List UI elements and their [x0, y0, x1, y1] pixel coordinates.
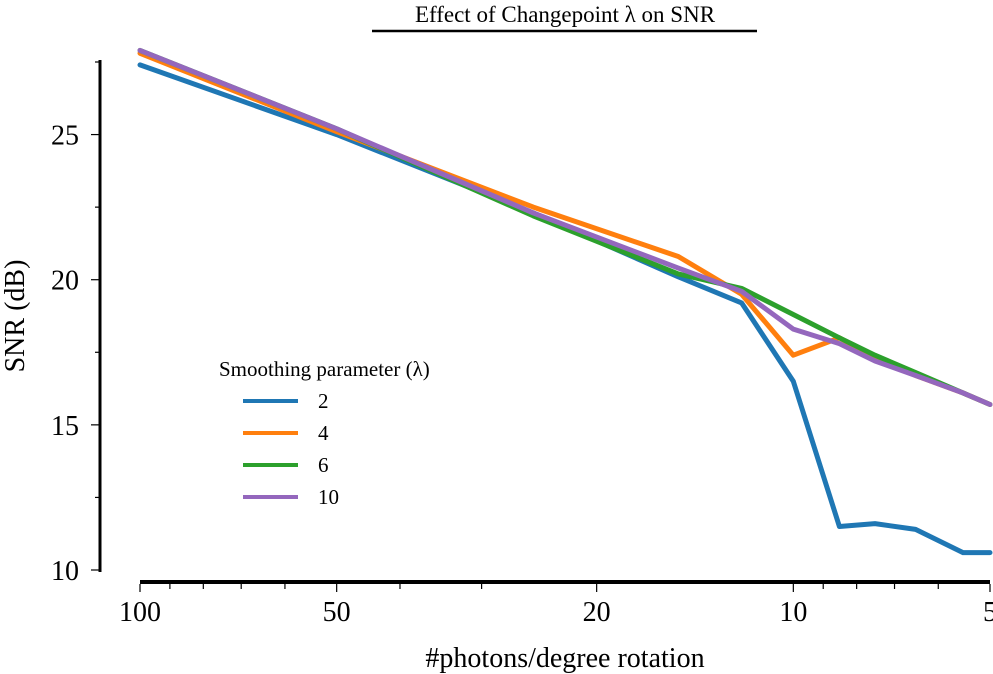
- x-tick-label: 5: [983, 597, 993, 628]
- y-ticks: 10 15 20 25: [51, 61, 100, 587]
- x-tick-label: 10: [779, 597, 807, 628]
- x-axis-label: #photons/degree rotation: [425, 643, 704, 674]
- series-lines: [137, 47, 993, 556]
- y-axis-label: SNR (dB): [0, 260, 31, 373]
- legend-label-lambda-4: 4: [318, 421, 329, 445]
- chart-title-group: Effect of Changepoint λ on SNR: [372, 2, 757, 33]
- legend-items: 2 4 6 10: [243, 389, 339, 509]
- legend: Smoothing parameter (λ) 2 4 6 10: [219, 357, 430, 509]
- legend-title: Smoothing parameter (λ): [219, 357, 430, 381]
- legend-label-lambda-10: 10: [318, 485, 339, 509]
- legend-label-lambda-6: 6: [318, 453, 329, 477]
- y-tick-label: 20: [51, 266, 79, 297]
- chart-title: Effect of Changepoint λ on SNR: [415, 2, 716, 27]
- axes: 10 15 20 25 100 50 20 10 5: [51, 60, 993, 628]
- x-tick-label: 100: [119, 597, 161, 628]
- y-tick-label: 25: [51, 121, 79, 152]
- series-line-lambda-2: [137, 62, 993, 556]
- y-tick-label: 15: [51, 411, 79, 442]
- legend-label-lambda-2: 2: [318, 389, 329, 413]
- x-tick-label: 50: [323, 597, 351, 628]
- x-ticks: 100 50 20 10 5: [119, 584, 993, 628]
- series-line-lambda-10: [137, 47, 993, 407]
- y-tick-label: 10: [51, 556, 79, 587]
- x-tick-label: 20: [583, 597, 611, 628]
